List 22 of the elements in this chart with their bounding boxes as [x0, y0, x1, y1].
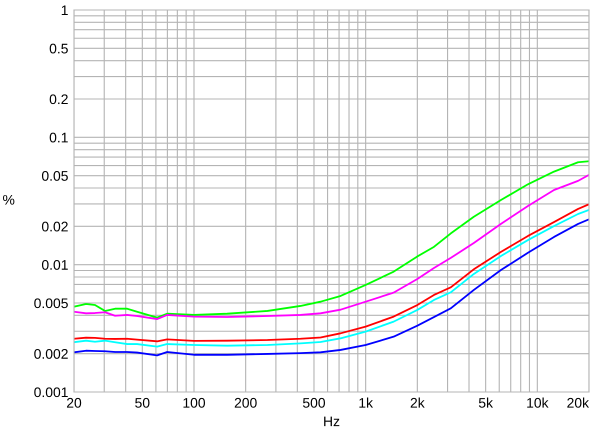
y-tick-label: 0.2: [50, 94, 68, 104]
x-tick-label: 2k: [410, 398, 425, 408]
y-tick-label: 0.1: [50, 132, 68, 143]
x-axis-title: Hz: [324, 416, 340, 426]
y-axis-title: %: [3, 194, 14, 205]
x-tick-label: 200: [234, 398, 257, 408]
y-tick-label: 0.02: [42, 222, 68, 232]
x-tick-label: 10k: [527, 398, 549, 408]
y-tick-label: 0.01: [42, 260, 68, 270]
x-tick-label: 5k: [478, 398, 493, 408]
x-tick-label: 20k: [567, 398, 590, 408]
x-tick-label: 20: [66, 398, 82, 408]
y-tick-label: 0.05: [42, 171, 68, 181]
x-tick-label: 100: [183, 398, 206, 408]
y-tick-label: 1: [62, 5, 68, 16]
y-tick-label: 0.005: [34, 298, 68, 308]
x-tick-label: 1k: [359, 398, 374, 408]
y-tick-label: 0.002: [34, 349, 68, 359]
x-tick-label: 500: [302, 398, 326, 408]
x-tick-label: 50: [135, 398, 150, 408]
y-tick-label: 0.001: [34, 387, 68, 398]
y-tick-label: 0.5: [50, 44, 68, 54]
